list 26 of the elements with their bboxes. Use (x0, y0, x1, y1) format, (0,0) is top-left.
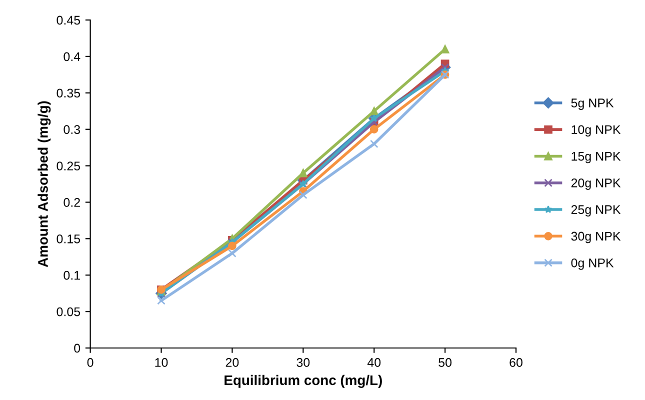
legend-label: 30g NPK (571, 232, 621, 244)
legend-label: 10g NPK (572, 125, 621, 137)
x-tick-label: 10 (155, 358, 168, 367)
y-tick-label: 0.4 (64, 52, 80, 62)
x-tick-label: 60 (510, 358, 522, 367)
y-tick-label: 0.2 (64, 198, 80, 207)
x-tick-label: 30 (296, 358, 310, 367)
y-axis-title: Amount Adsorbed (mg/g) (38, 101, 51, 268)
y-tick-label: 0.3 (64, 125, 80, 134)
y-tick-label: 0 (74, 344, 80, 353)
legend-label: 15g NPK (572, 152, 621, 164)
x-tick-label: 20 (226, 358, 239, 367)
x-tick-label: 50 (438, 358, 452, 367)
y-tick-label: 0.35 (56, 88, 80, 98)
y-tick-label: 0.05 (56, 307, 80, 316)
y-tick-label: 0.15 (56, 234, 80, 244)
legend-label: 20g NPK (571, 178, 621, 190)
y-tick-label: 0.45 (56, 16, 80, 25)
legend-label: 25g NPK (571, 205, 621, 216)
y-tick-label: 0.25 (56, 162, 80, 170)
x-tick-label: 40 (367, 358, 381, 367)
x-axis-title: Equilibrium conc (mg/L) (224, 374, 382, 388)
y-tick-label: 0.1 (64, 270, 80, 280)
legend-label: 5g NPK (571, 98, 614, 110)
x-tick-label: 0 (87, 358, 94, 367)
legend-label: 0g NPK (571, 258, 614, 270)
